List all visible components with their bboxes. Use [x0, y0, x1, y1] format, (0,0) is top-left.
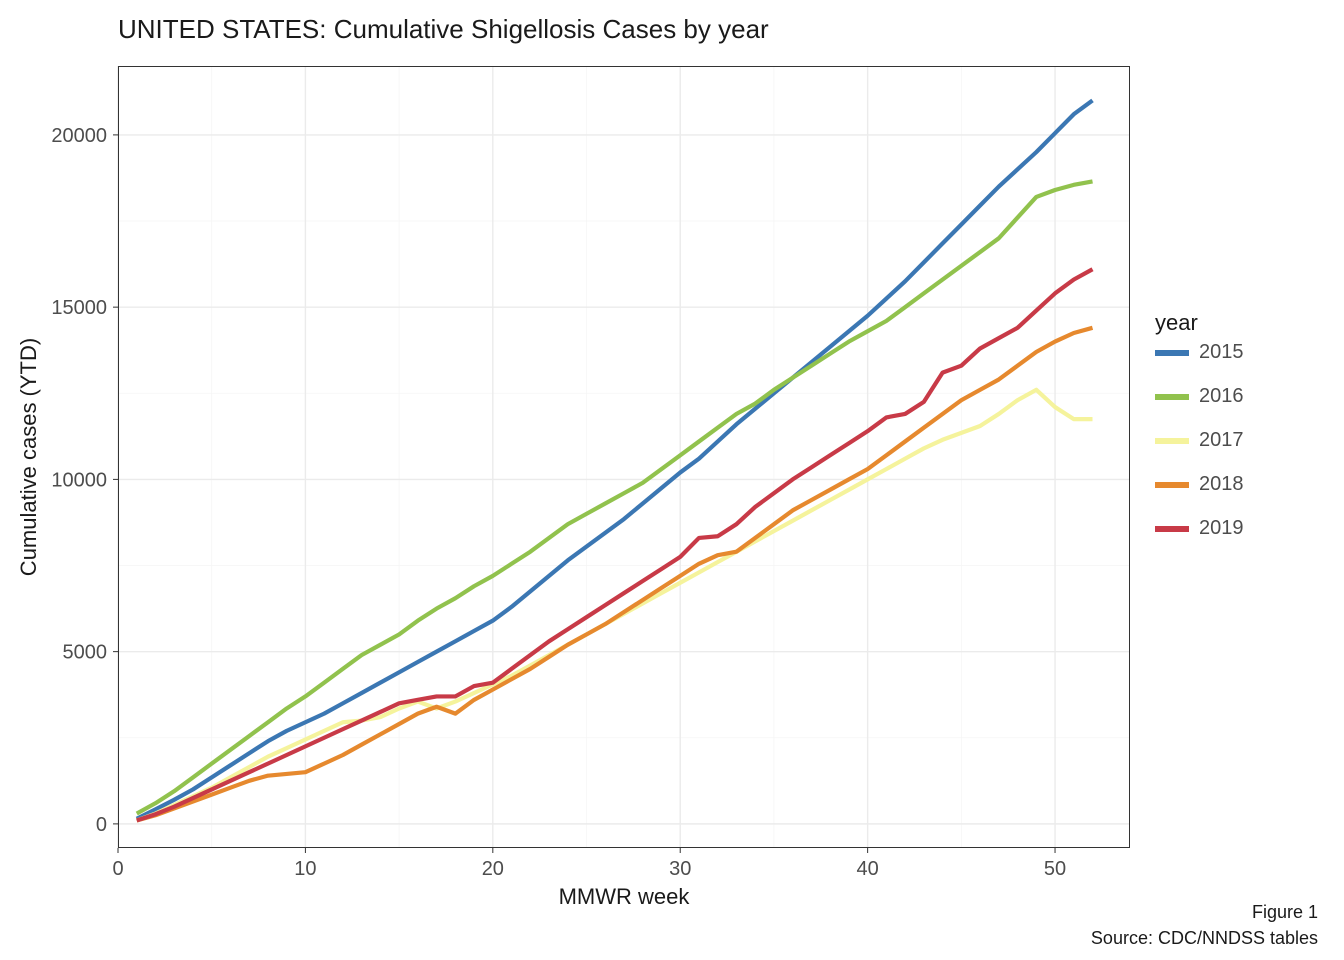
- x-tick-label: 10: [294, 858, 316, 880]
- y-axis-label: Cumulative cases (YTD): [16, 338, 41, 576]
- legend-label-2017: 2017: [1199, 429, 1244, 451]
- x-axis-label: MMWR week: [559, 884, 691, 909]
- legend-swatch-2015: [1155, 350, 1189, 356]
- y-tick-label: 10000: [51, 469, 107, 491]
- legend-swatch-2019: [1155, 526, 1189, 532]
- y-tick-label: 15000: [51, 297, 107, 319]
- chart-title: UNITED STATES: Cumulative Shigellosis Ca…: [118, 14, 769, 44]
- x-tick-label: 50: [1044, 858, 1066, 880]
- caption-source: Source: CDC/NNDSS tables: [1091, 928, 1318, 948]
- y-tick-label: 0: [96, 814, 107, 836]
- y-tick-label: 20000: [51, 125, 107, 147]
- caption-figure: Figure 1: [1252, 902, 1318, 922]
- legend-title: year: [1155, 310, 1198, 335]
- legend-label-2016: 2016: [1199, 385, 1244, 407]
- chart-container: 0 10 20 30 40 50 0 5000 10000 15000 20000 MMWR week…: [0, 0, 1344, 960]
- legend-label-2018: 2018: [1199, 473, 1244, 495]
- legend-label-2015: 2015: [1199, 341, 1244, 363]
- legend-label-2019: 2019: [1199, 517, 1244, 539]
- y-tick-label: 5000: [63, 642, 108, 664]
- legend-swatch-2017: [1155, 438, 1189, 444]
- legend-swatch-2016: [1155, 394, 1189, 400]
- x-tick-label: 20: [482, 858, 504, 880]
- x-tick-label: 40: [857, 858, 879, 880]
- legend-swatch-2018: [1155, 482, 1189, 488]
- x-tick-label: 30: [669, 858, 691, 880]
- x-tick-label: 0: [112, 858, 123, 880]
- chart-svg: 0 10 20 30 40 50 0 5000 10000 15000 20000 MMWR week…: [0, 0, 1344, 960]
